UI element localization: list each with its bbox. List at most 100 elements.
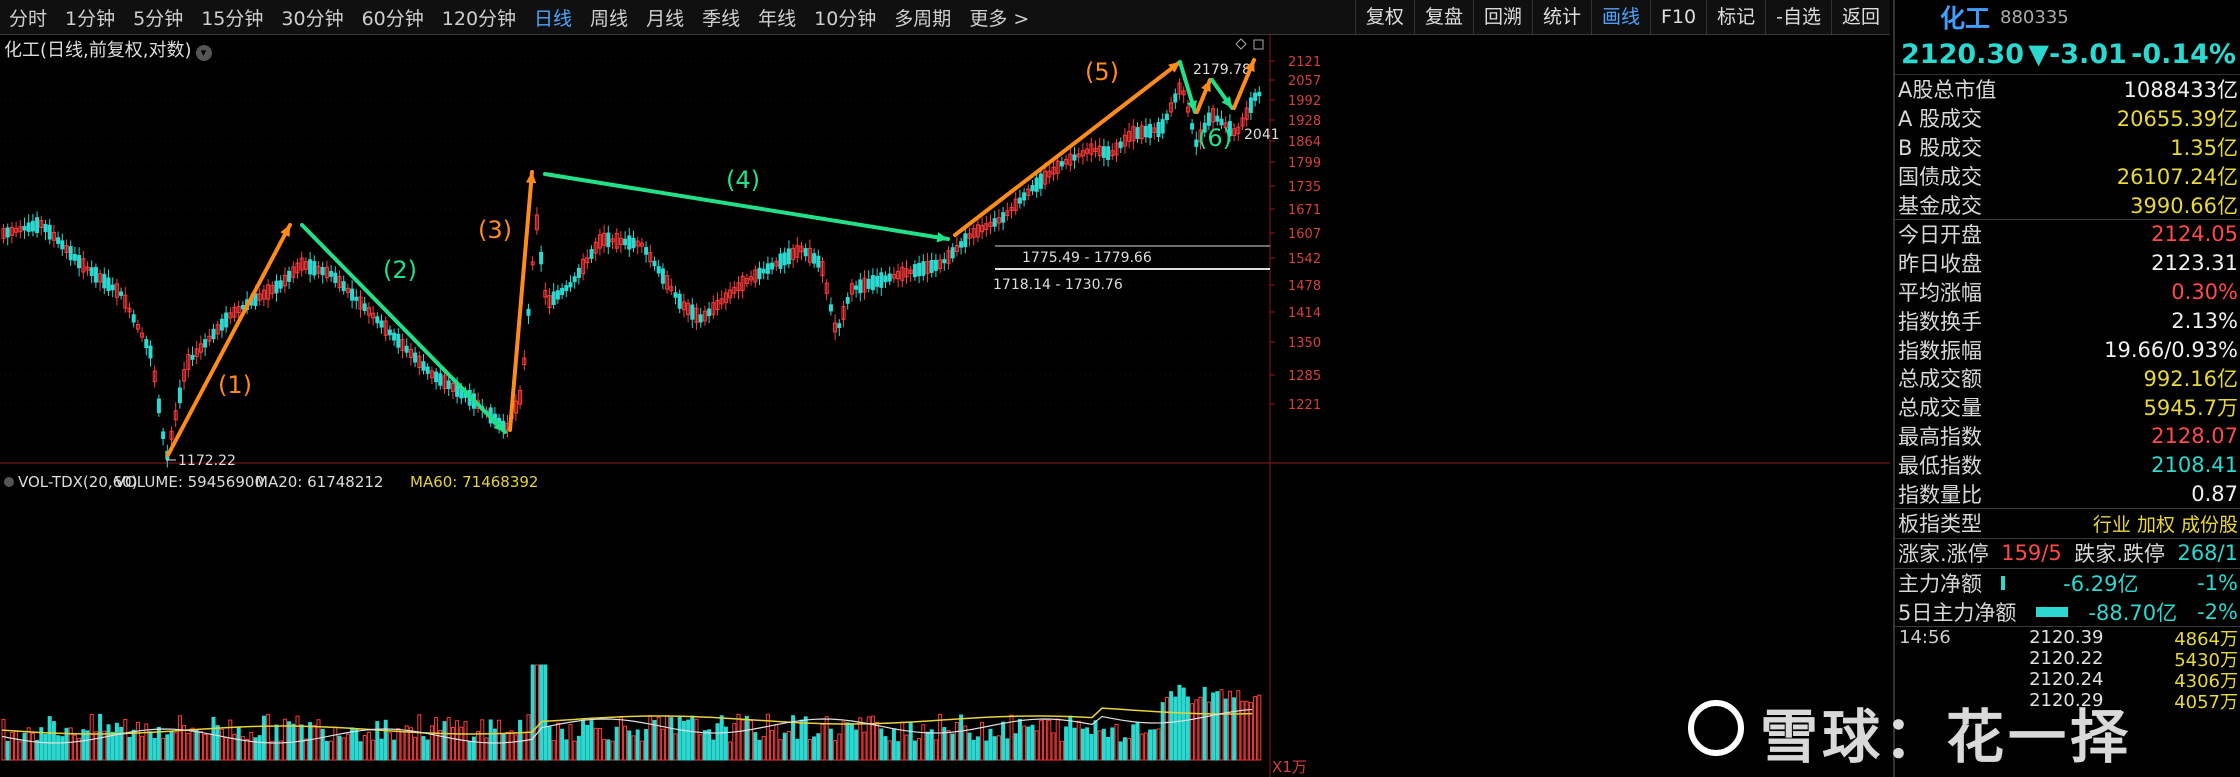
volume-bar <box>807 738 812 761</box>
timeframe-0[interactable]: 分时 <box>9 7 48 30</box>
candle-body <box>350 288 355 301</box>
candle-body <box>1219 118 1224 126</box>
candle-body <box>677 293 682 309</box>
timeframe-13[interactable]: 多周期 <box>894 7 952 30</box>
volume-bar <box>77 737 82 761</box>
stat-label: 指数量比 <box>1898 482 1982 507</box>
candle-body <box>631 237 636 249</box>
wave-5-arrow-head <box>1168 62 1180 73</box>
stat-value: 5945.7万 <box>2143 396 2238 421</box>
candle-body <box>51 231 56 241</box>
tool-button-6[interactable]: 标记 <box>1706 0 1765 34</box>
volume-bar <box>303 738 308 761</box>
volume-bar <box>1051 732 1056 761</box>
timeframe-5[interactable]: 60分钟 <box>361 7 424 30</box>
volume-bar <box>694 718 699 761</box>
timeframe-1[interactable]: 1分钟 <box>65 7 116 30</box>
price-tick-label: 1735 <box>1288 180 1321 195</box>
candle-body <box>530 261 535 266</box>
timeframe-6[interactable]: 120分钟 <box>441 7 517 30</box>
volume-bar <box>102 730 107 761</box>
volume-bar <box>665 715 670 761</box>
window-restore-icon[interactable] <box>1253 39 1264 50</box>
candle-body <box>291 266 296 278</box>
candle-body <box>1190 123 1195 130</box>
tick-row: 2120.24 4306万 <box>1895 669 2240 692</box>
timeframe-7[interactable]: 日线 <box>534 7 573 30</box>
volume-bar <box>1064 726 1069 761</box>
volume-bar <box>723 726 728 761</box>
candle-body <box>1248 97 1253 113</box>
timeframe-12[interactable]: 10分钟 <box>814 7 877 30</box>
candle-body <box>429 370 434 379</box>
volume-bar <box>228 719 233 761</box>
chart-title[interactable]: 化工(日线,前复权,对数) ▾ <box>4 36 212 62</box>
candle-body <box>1110 150 1115 157</box>
stat-row: 昨日收盘 2123.31 <box>1895 249 2240 278</box>
timeframe-4[interactable]: 30分钟 <box>281 7 344 30</box>
tool-button-7[interactable]: -自选 <box>1765 0 1831 34</box>
volume-bar <box>883 736 888 761</box>
tool-button-0[interactable]: 复权 <box>1354 0 1414 34</box>
stat-row: 总成交量 5945.7万 <box>1895 393 2240 422</box>
candle-body <box>123 294 128 309</box>
candle-body <box>975 224 980 238</box>
candle-body <box>173 410 178 421</box>
candle-body <box>761 268 766 274</box>
tool-buttons: 复权 复盘 回溯 统计 画线 F10 标记 -自选 返回 <box>1354 0 1890 34</box>
volume-bar <box>257 735 262 761</box>
candle-body <box>81 258 86 273</box>
tool-button-5[interactable]: F10 <box>1650 0 1706 34</box>
board-type-value[interactable]: 行业 加权 成份股 <box>2092 513 2238 536</box>
kline-chart[interactable]: 2121 2057 1992 1928 1864 1799 1735 1671 1607 1542… <box>0 34 1890 777</box>
candle-body <box>383 320 388 336</box>
candle-body <box>375 316 380 324</box>
volume-bar <box>690 715 695 761</box>
stat-label: B 股成交 <box>1898 136 1983 160</box>
tool-button-4[interactable]: 画线 <box>1590 0 1650 34</box>
volume-bar <box>186 733 191 761</box>
timeframe-10[interactable]: 季线 <box>702 7 741 30</box>
candle-body <box>1253 92 1258 101</box>
candle-body <box>228 312 233 319</box>
candle-body <box>219 318 224 331</box>
candle-body <box>1005 210 1010 217</box>
candle-body <box>72 253 77 261</box>
stat-value: 20655.39亿 <box>2116 107 2238 132</box>
volume-bar <box>715 723 720 761</box>
wave-3-arrow <box>508 170 534 432</box>
chevron-down-icon[interactable]: ▾ <box>195 45 212 61</box>
timeframe-11[interactable]: 年线 <box>758 7 797 30</box>
timeframe-9[interactable]: 月线 <box>646 7 685 30</box>
volume-bar <box>740 719 745 761</box>
volume-bar <box>589 720 594 761</box>
wave-label-1: (1) <box>218 371 252 399</box>
candle-body <box>980 225 985 233</box>
volume-bar <box>194 729 199 761</box>
volume-bar <box>812 736 817 761</box>
candle-body <box>392 332 397 341</box>
volume-bar <box>1076 720 1081 761</box>
candle-body <box>925 261 930 274</box>
tool-button-8[interactable]: 返回 <box>1830 0 1890 34</box>
timeframe-14[interactable]: 更多 > <box>969 7 1030 30</box>
volume-bar <box>329 740 334 761</box>
volume-bar <box>828 728 833 761</box>
candle-body <box>644 247 649 255</box>
volume-bar <box>169 730 174 761</box>
candle-body <box>568 282 573 288</box>
candle-body <box>1114 142 1119 156</box>
candle-body <box>1017 197 1022 204</box>
tool-button-1[interactable]: 复盘 <box>1413 0 1473 34</box>
diamond-icon[interactable] <box>1235 38 1247 50</box>
volume-bar <box>387 732 392 761</box>
candle-body <box>942 259 947 264</box>
tool-button-3[interactable]: 统计 <box>1531 0 1591 34</box>
volume-bar <box>1118 741 1123 761</box>
tool-button-2[interactable]: 回溯 <box>1472 0 1532 34</box>
timeframe-8[interactable]: 周线 <box>590 7 629 30</box>
timeframe-3[interactable]: 15分钟 <box>201 7 264 30</box>
candle-body <box>618 237 623 246</box>
volume-bar <box>211 716 216 761</box>
timeframe-2[interactable]: 5分钟 <box>133 7 184 30</box>
